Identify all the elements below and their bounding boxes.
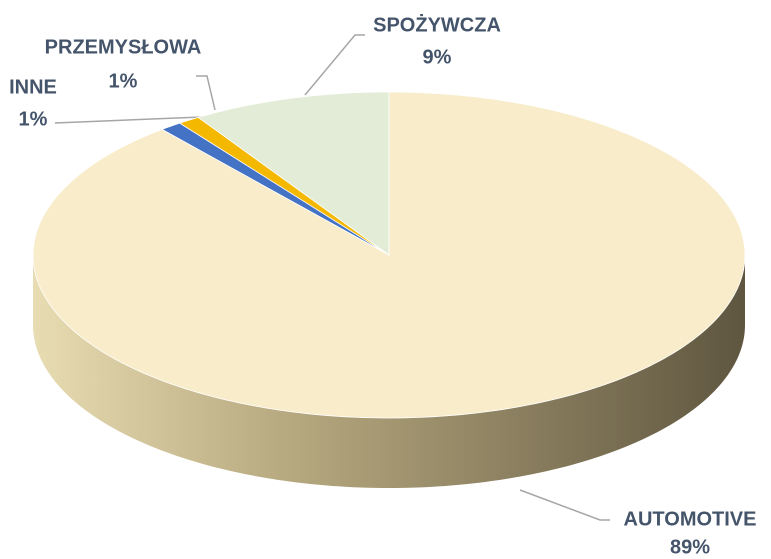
value-label: 9%	[423, 46, 452, 68]
leader-line	[54, 116, 203, 124]
category-label: SPOŻYWCZA	[373, 13, 501, 36]
category-label: INNE	[9, 76, 57, 98]
value-label: 1%	[19, 108, 48, 130]
slice-side	[33, 255, 745, 488]
leader-line	[519, 489, 610, 521]
slice	[197, 91, 390, 256]
value-label: 1%	[109, 70, 138, 92]
category-label: PRZEMYSŁOWA	[45, 36, 202, 58]
pie	[32, 91, 746, 488]
leader-lines	[54, 34, 610, 521]
value-label: 89%	[670, 536, 710, 558]
leader-line	[196, 75, 216, 111]
category-label: AUTOMOTIVE	[624, 508, 757, 530]
leader-line	[304, 34, 365, 96]
